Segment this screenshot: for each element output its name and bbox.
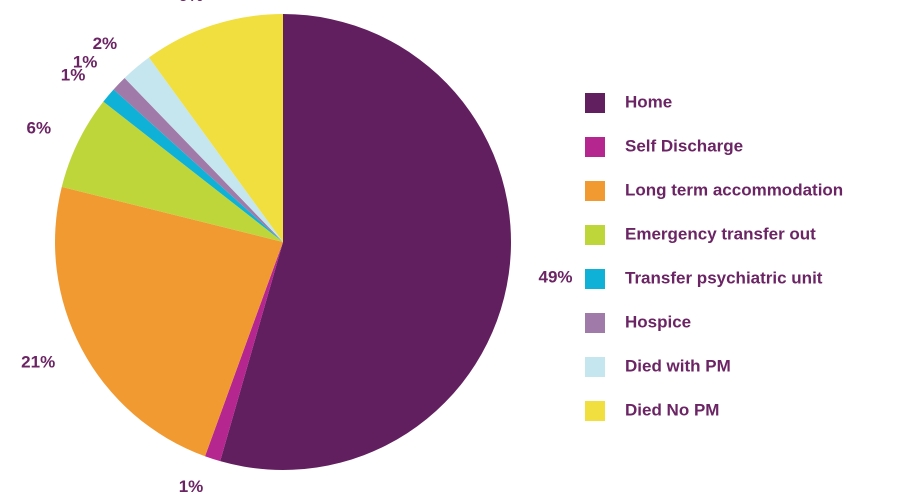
slice-label: 1%: [61, 66, 86, 85]
legend-swatch: [585, 357, 605, 377]
legend-label: Emergency transfer out: [625, 224, 816, 243]
slice-label: 1%: [73, 52, 98, 71]
slice-label: 1%: [179, 477, 204, 496]
pie-slice: [54, 186, 284, 457]
legend-label: Home: [625, 92, 672, 111]
pie-slice: [124, 57, 283, 242]
slice-label: 2%: [93, 34, 118, 53]
legend-swatch: [585, 93, 605, 113]
legend-swatch: [585, 225, 605, 245]
legend-swatch: [585, 181, 605, 201]
pie-slice: [205, 242, 283, 462]
slice-label: 49%: [538, 267, 572, 286]
legend-swatch: [585, 137, 605, 157]
pie-slice: [61, 101, 283, 242]
legend-swatch: [585, 269, 605, 289]
pie-slice: [220, 14, 512, 470]
legend-label: Self Discharge: [625, 136, 743, 155]
slice-label: 9%: [179, 0, 204, 5]
slice-label: 6%: [27, 118, 52, 137]
legend-label: Long term accommodation: [625, 180, 843, 199]
legend-label: Died with PM: [625, 356, 731, 375]
legend-label: Transfer psychiatric unit: [625, 268, 823, 287]
pie-slice: [148, 14, 283, 242]
slice-label: 21%: [21, 353, 55, 372]
legend-swatch: [585, 313, 605, 333]
legend-label: Hospice: [625, 312, 691, 331]
legend-label: Died No PM: [625, 400, 719, 419]
pie-slice: [103, 89, 283, 242]
pie-slice: [113, 77, 283, 242]
legend-swatch: [585, 401, 605, 421]
